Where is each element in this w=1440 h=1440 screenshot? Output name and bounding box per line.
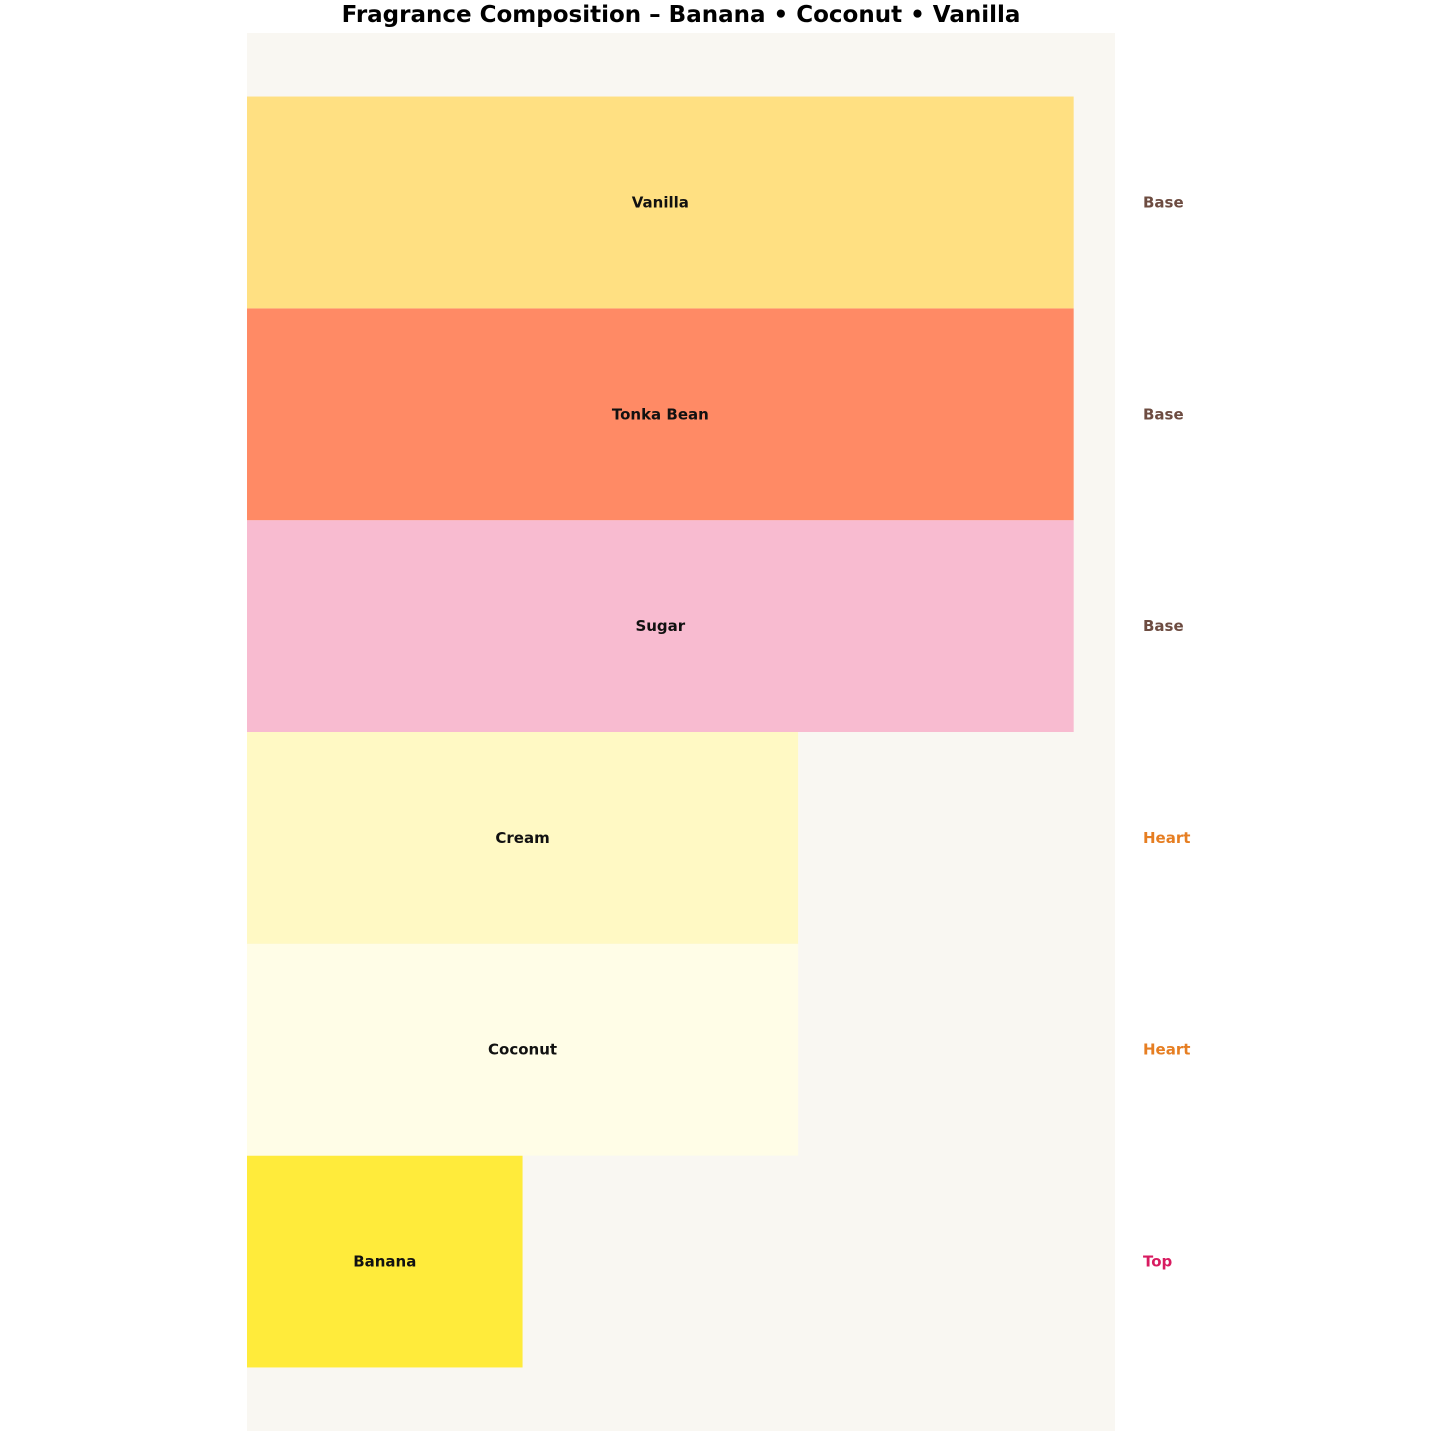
- bar-label: Vanilla: [632, 193, 689, 211]
- tier-label: Base: [1143, 405, 1184, 423]
- bar-label: Cream: [495, 829, 549, 847]
- chart-title: Fragrance Composition – Banana • Coconut…: [341, 2, 1021, 28]
- bar-coconut: [247, 943, 799, 1156]
- bar-cream: [247, 732, 799, 944]
- bar-label: Coconut: [488, 1041, 557, 1059]
- tier-label: Base: [1143, 617, 1184, 635]
- bar-banana: [247, 1155, 523, 1368]
- bar-vanilla: [247, 96, 1074, 309]
- bar-sugar: [247, 520, 1074, 732]
- tier-label: Base: [1143, 193, 1184, 211]
- bar-label: Sugar: [635, 617, 685, 635]
- tier-label: Heart: [1143, 829, 1190, 847]
- bar-label: Tonka Bean: [612, 405, 709, 423]
- bar-tonka-bean: [247, 308, 1074, 521]
- bar-label: Banana: [353, 1253, 416, 1271]
- tier-label: Top: [1143, 1253, 1173, 1271]
- tier-label: Heart: [1143, 1041, 1190, 1059]
